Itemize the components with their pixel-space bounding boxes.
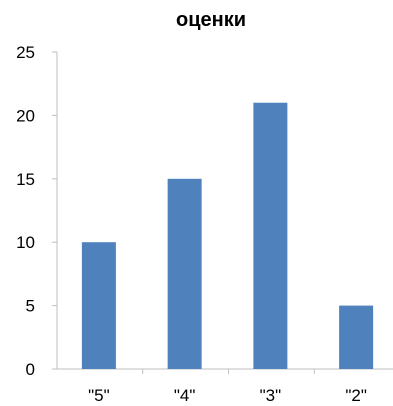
x-category-label: "4" [174, 386, 196, 401]
y-axis-ticks: 0 5 10 15 20 25 [16, 43, 57, 379]
bar-2 [167, 178, 202, 369]
x-axis-labels: "5" "4" "3" "2" [88, 369, 367, 405]
y-tick-label: 10 [16, 233, 35, 252]
bars [81, 102, 374, 369]
x-category-label: "2" [345, 386, 367, 401]
y-tick-label: 0 [26, 360, 35, 379]
bar-3 [253, 102, 288, 369]
x-category-label: "5" [88, 386, 110, 401]
chart-title: оценки [176, 9, 246, 31]
x-category-label: "3" [260, 386, 282, 401]
y-tick-label: 25 [16, 43, 35, 62]
bar-4 [339, 305, 374, 369]
y-tick-label: 5 [26, 297, 35, 316]
y-tick-label: 15 [16, 170, 35, 189]
bar-1 [81, 242, 116, 369]
y-tick-label: 20 [16, 106, 35, 125]
